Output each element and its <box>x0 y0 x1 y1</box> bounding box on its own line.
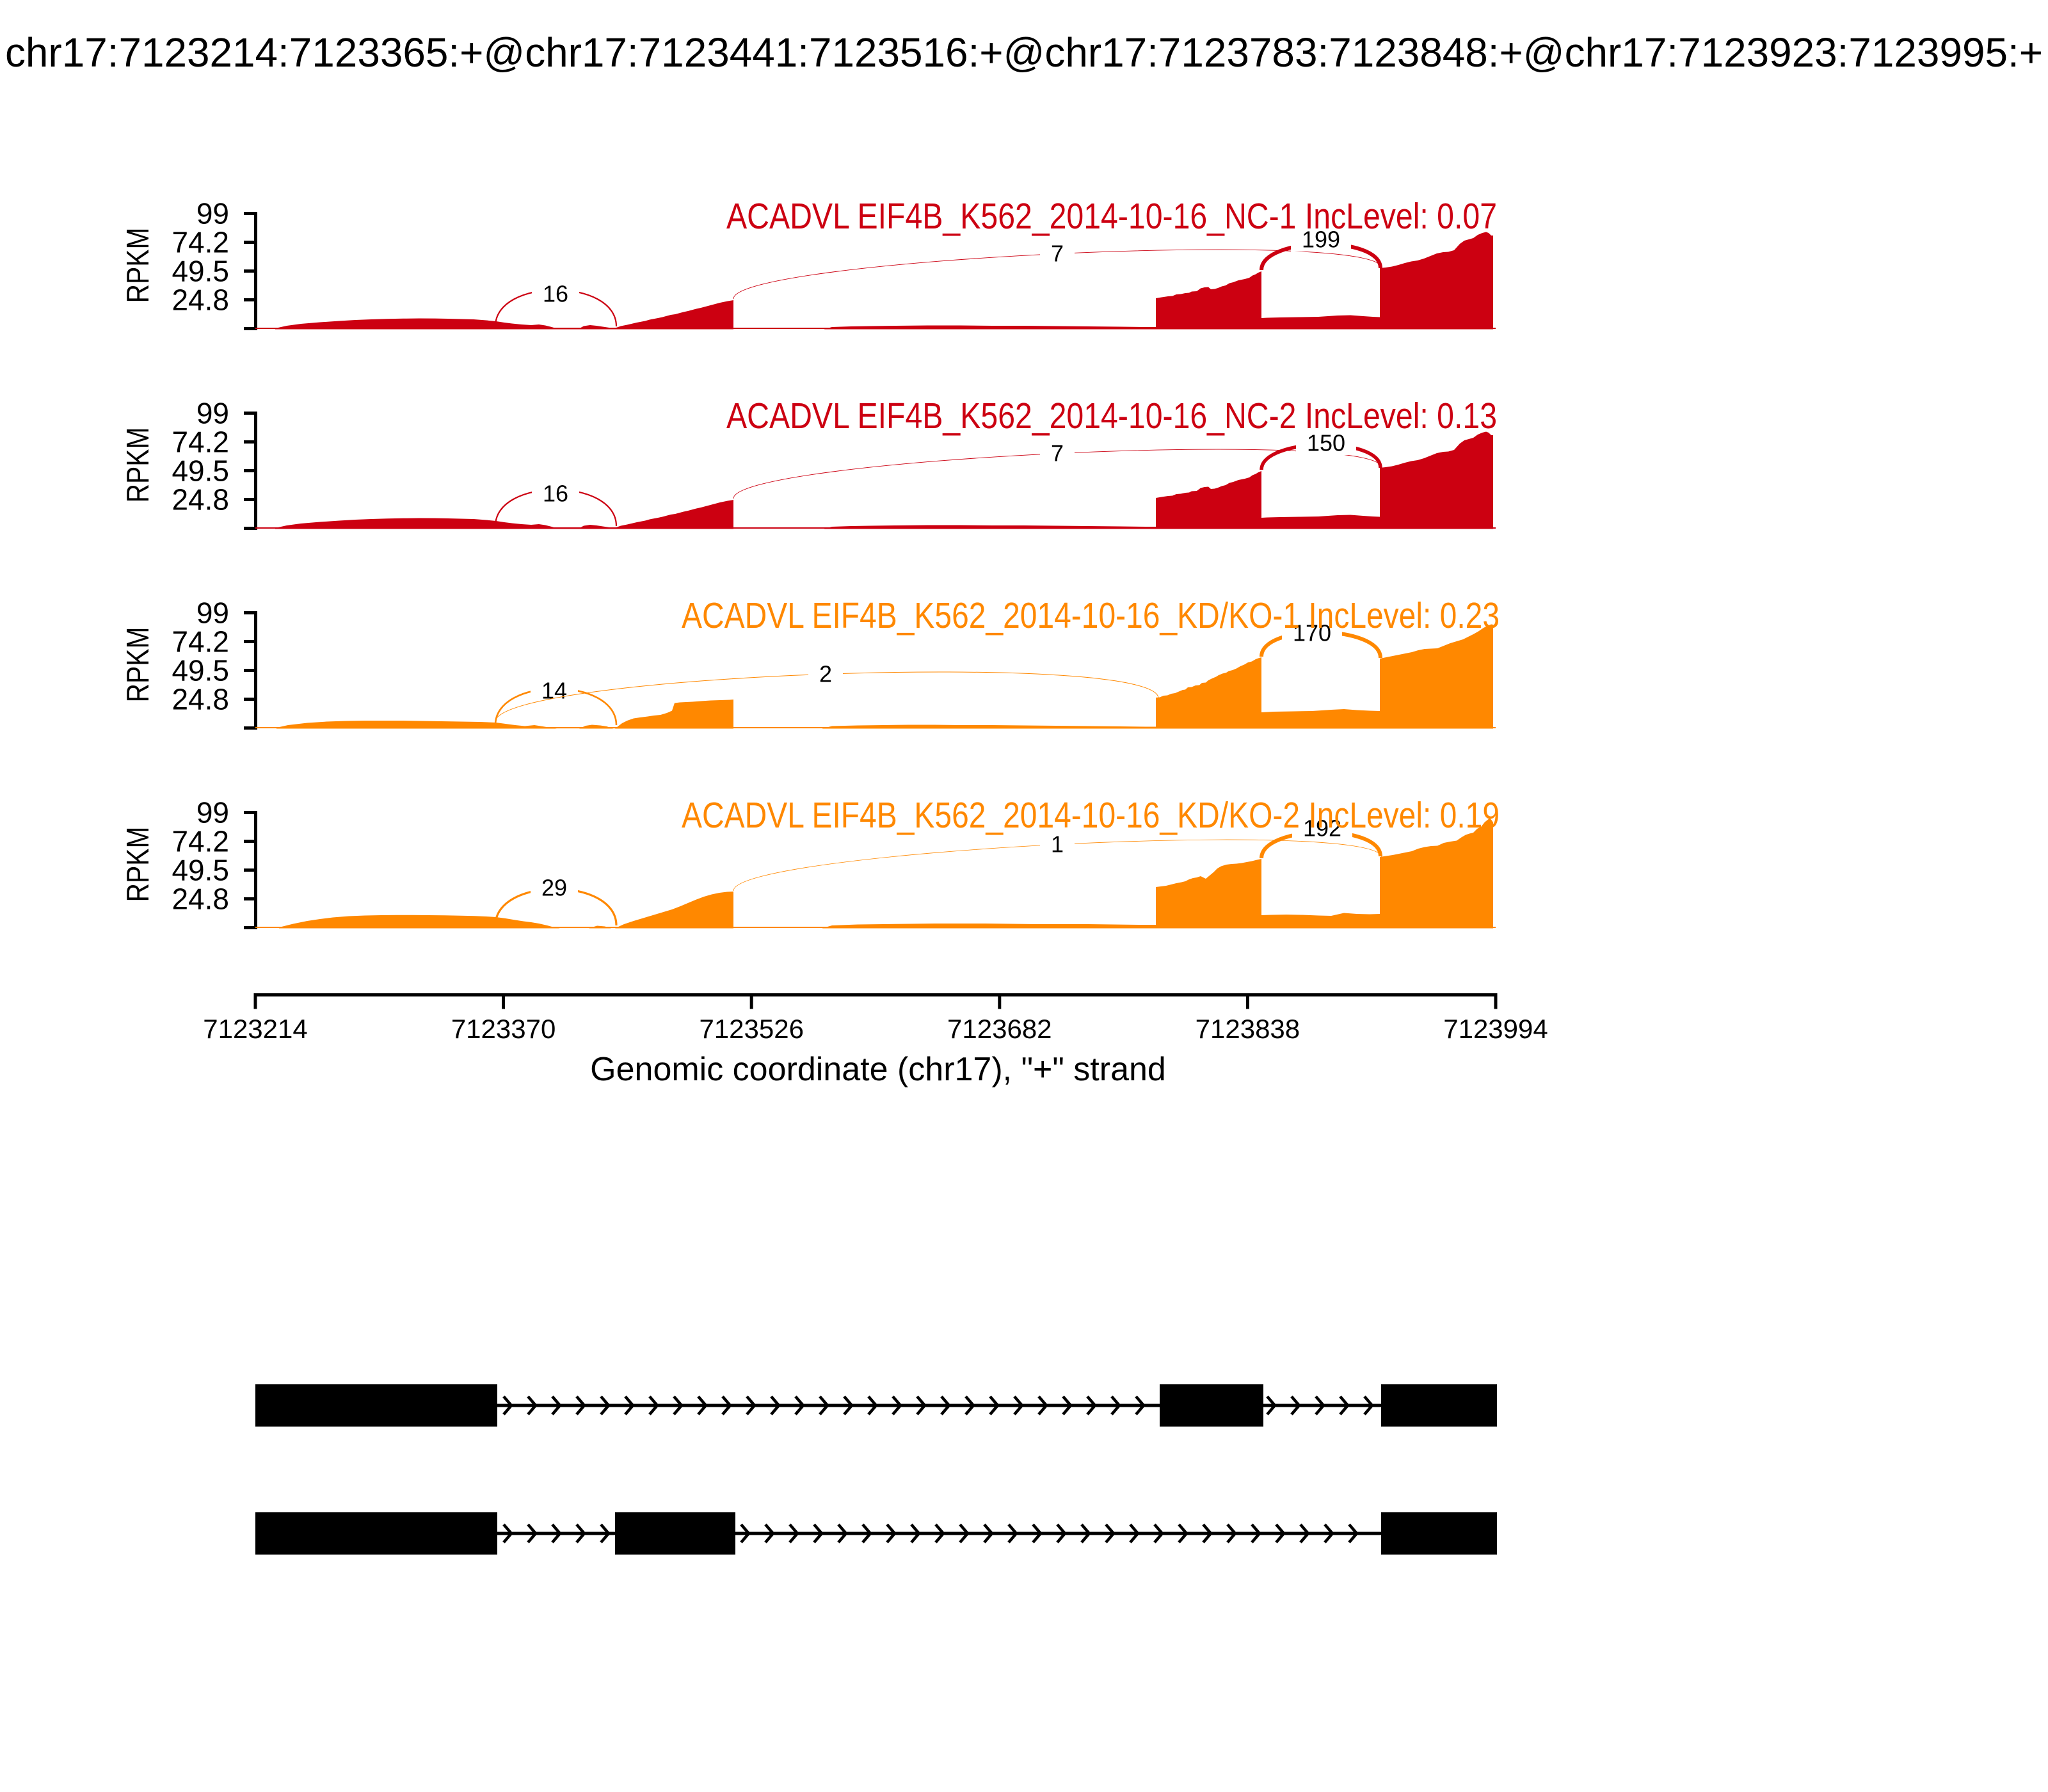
svg-text:16: 16 <box>543 281 568 307</box>
svg-text:24.8: 24.8 <box>172 284 229 317</box>
svg-text:7: 7 <box>1051 241 1064 267</box>
svg-text:99: 99 <box>196 596 229 630</box>
svg-text:24.8: 24.8 <box>172 883 229 916</box>
svg-text:99: 99 <box>196 397 229 430</box>
svg-text:ACADVL EIF4B_K562_2014-10-16_K: ACADVL EIF4B_K562_2014-10-16_KD/KO-2 Inc… <box>682 795 1500 836</box>
svg-text:49.5: 49.5 <box>172 854 229 887</box>
svg-text:1: 1 <box>1051 831 1064 858</box>
svg-text:49.5: 49.5 <box>172 255 229 288</box>
svg-text:49.5: 49.5 <box>172 454 229 488</box>
svg-text:192: 192 <box>1303 815 1341 842</box>
svg-text:RPKM: RPKM <box>121 228 156 303</box>
svg-text:24.8: 24.8 <box>172 683 229 716</box>
svg-text:7123838: 7123838 <box>1196 1014 1300 1044</box>
svg-text:7123526: 7123526 <box>699 1014 804 1044</box>
svg-text:74.2: 74.2 <box>172 426 229 459</box>
svg-text:7: 7 <box>1051 440 1064 467</box>
svg-text:150: 150 <box>1307 430 1345 456</box>
svg-text:99: 99 <box>196 796 229 829</box>
svg-text:49.5: 49.5 <box>172 654 229 687</box>
svg-text:24.8: 24.8 <box>172 483 229 516</box>
svg-text:ACADVL EIF4B_K562_2014-10-16_N: ACADVL EIF4B_K562_2014-10-16_NC-1 IncLev… <box>726 196 1497 237</box>
svg-text:7123214: 7123214 <box>203 1014 308 1044</box>
svg-text:16: 16 <box>543 481 568 507</box>
svg-text:2: 2 <box>819 661 832 687</box>
svg-text:74.2: 74.2 <box>172 226 229 259</box>
svg-text:29: 29 <box>541 875 567 901</box>
svg-text:RPKM: RPKM <box>121 627 156 703</box>
svg-text:7123682: 7123682 <box>947 1014 1052 1044</box>
svg-text:Genomic coordinate (chr17), "+: Genomic coordinate (chr17), "+" strand <box>590 1051 1166 1088</box>
svg-text:14: 14 <box>541 678 567 704</box>
svg-text:ACADVL EIF4B_K562_2014-10-16_K: ACADVL EIF4B_K562_2014-10-16_KD/KO-1 Inc… <box>682 595 1500 636</box>
svg-text:RPKM: RPKM <box>121 428 156 503</box>
svg-text:7123994: 7123994 <box>1443 1014 1548 1044</box>
svg-text:chr17:7123214:7123365:+@chr17:: chr17:7123214:7123365:+@chr17:7123441:71… <box>5 29 2043 76</box>
svg-text:74.2: 74.2 <box>172 825 229 858</box>
svg-text:74.2: 74.2 <box>172 625 229 659</box>
svg-text:RPKM: RPKM <box>121 827 156 902</box>
svg-text:ACADVL EIF4B_K562_2014-10-16_N: ACADVL EIF4B_K562_2014-10-16_NC-2 IncLev… <box>726 396 1497 436</box>
svg-text:170: 170 <box>1293 620 1331 646</box>
svg-text:7123370: 7123370 <box>451 1014 556 1044</box>
svg-text:99: 99 <box>196 197 229 230</box>
svg-text:199: 199 <box>1302 227 1340 253</box>
